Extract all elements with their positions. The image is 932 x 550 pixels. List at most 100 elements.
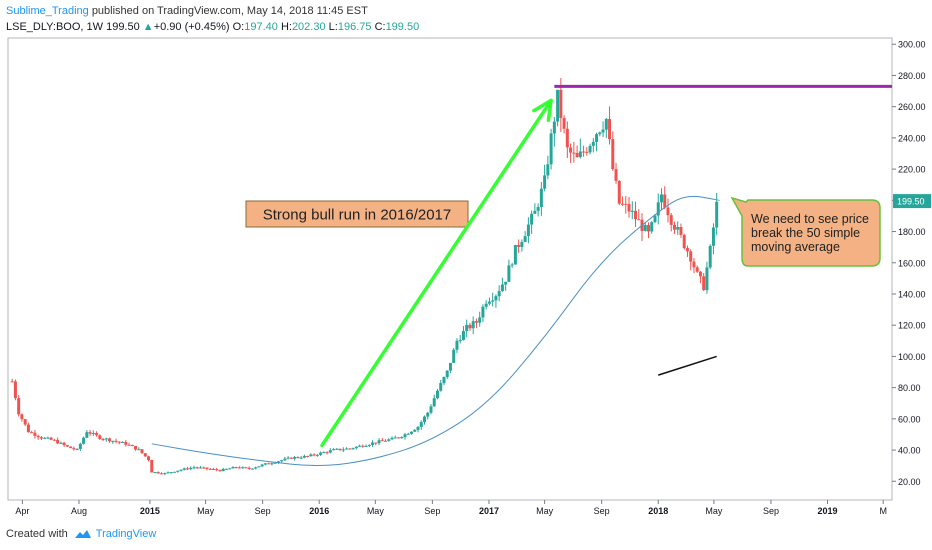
- candle-body: [659, 194, 663, 203]
- candle-body: [156, 472, 160, 474]
- candle: [426, 411, 430, 420]
- candle-body: [377, 440, 381, 444]
- candle-body: [500, 284, 504, 292]
- candle: [322, 451, 326, 454]
- candle: [91, 430, 95, 437]
- candle: [416, 425, 420, 433]
- candle: [218, 469, 222, 472]
- x-tick-label: May: [197, 506, 215, 516]
- tradingview-brand[interactable]: TradingView: [95, 528, 157, 540]
- candle: [487, 297, 491, 306]
- candle: [49, 436, 53, 441]
- callout-bubble-text: moving average: [751, 240, 840, 254]
- candle: [351, 447, 355, 450]
- candle-body: [211, 469, 215, 471]
- callout-bubble: [730, 196, 881, 267]
- candle: [39, 436, 43, 440]
- candle-body: [669, 215, 673, 225]
- high-label: H:: [280, 21, 292, 33]
- bull-run-callout[interactable]: Strong bull run in 2016/2017: [245, 200, 469, 228]
- candle: [101, 437, 105, 442]
- y-tick-label: 300.00: [898, 40, 926, 50]
- candle-body: [52, 439, 56, 441]
- candle-body: [247, 467, 251, 469]
- candle-body: [319, 452, 323, 455]
- candle-body: [384, 440, 388, 442]
- symbol-name[interactable]: LSE_DLY:BOO, 1W: [6, 21, 104, 33]
- candle: [137, 447, 141, 451]
- candle-body: [215, 469, 219, 471]
- candle: [530, 210, 534, 234]
- candle-body: [474, 321, 478, 323]
- candle: [406, 432, 410, 435]
- candle: [539, 181, 543, 216]
- candle-body: [273, 462, 277, 464]
- candle-body: [442, 377, 446, 384]
- candle-body: [452, 349, 456, 363]
- candle: [69, 446, 73, 449]
- candle-body: [410, 431, 414, 434]
- candle-body: [241, 467, 245, 469]
- candle: [143, 453, 147, 458]
- candle-body: [575, 153, 579, 158]
- candle-body: [228, 468, 232, 470]
- candle: [166, 471, 170, 474]
- author-link[interactable]: Sublime_Trading: [6, 5, 89, 17]
- candle-body: [422, 416, 426, 423]
- candle: [513, 244, 517, 265]
- candle-body: [49, 437, 53, 440]
- candle-body: [465, 324, 469, 332]
- candle: [52, 438, 56, 441]
- candle: [59, 441, 63, 445]
- bull-run-arrow[interactable]: [320, 98, 553, 448]
- candle-body: [520, 241, 524, 247]
- candle-body: [513, 245, 517, 265]
- candle: [205, 467, 209, 471]
- candle: [384, 439, 388, 442]
- candle-body: [481, 306, 485, 318]
- candle: [286, 456, 290, 460]
- candle: [296, 456, 300, 459]
- candle-body: [578, 151, 582, 158]
- candle: [390, 436, 394, 440]
- candle-body: [179, 469, 183, 471]
- candle: [504, 281, 508, 291]
- candle-body: [244, 467, 248, 469]
- candle: [685, 245, 689, 257]
- candle: [302, 454, 306, 459]
- candle-body: [20, 414, 24, 420]
- candle-body: [153, 472, 157, 474]
- candle: [211, 467, 215, 471]
- candle: [410, 431, 414, 435]
- candle-body: [328, 450, 332, 453]
- candle: [364, 444, 368, 447]
- candle-body: [218, 470, 222, 472]
- candle-body: [75, 448, 79, 450]
- candle: [494, 294, 498, 308]
- candle-body: [685, 248, 689, 252]
- candle-body: [121, 441, 125, 443]
- candle: [517, 239, 521, 253]
- x-tick-label: 2016: [309, 506, 329, 516]
- candle-body: [189, 467, 193, 470]
- candle-body: [160, 473, 164, 475]
- candle-body: [666, 207, 670, 216]
- x-tick-label: Sep: [424, 506, 440, 516]
- trend-line[interactable]: [658, 355, 717, 376]
- candle-body: [526, 224, 530, 237]
- candle: [705, 261, 709, 294]
- candle: [221, 467, 225, 472]
- candle: [679, 223, 683, 238]
- candle: [10, 378, 14, 383]
- high-value: 202.30: [291, 21, 326, 33]
- candle-body: [195, 467, 199, 469]
- candle: [65, 444, 69, 448]
- candle: [549, 128, 553, 170]
- y-tick-label: 260.00: [898, 102, 926, 112]
- candle: [445, 370, 449, 380]
- x-tick-label: 2017: [479, 506, 499, 516]
- candle: [257, 466, 261, 468]
- candle-body: [143, 453, 147, 457]
